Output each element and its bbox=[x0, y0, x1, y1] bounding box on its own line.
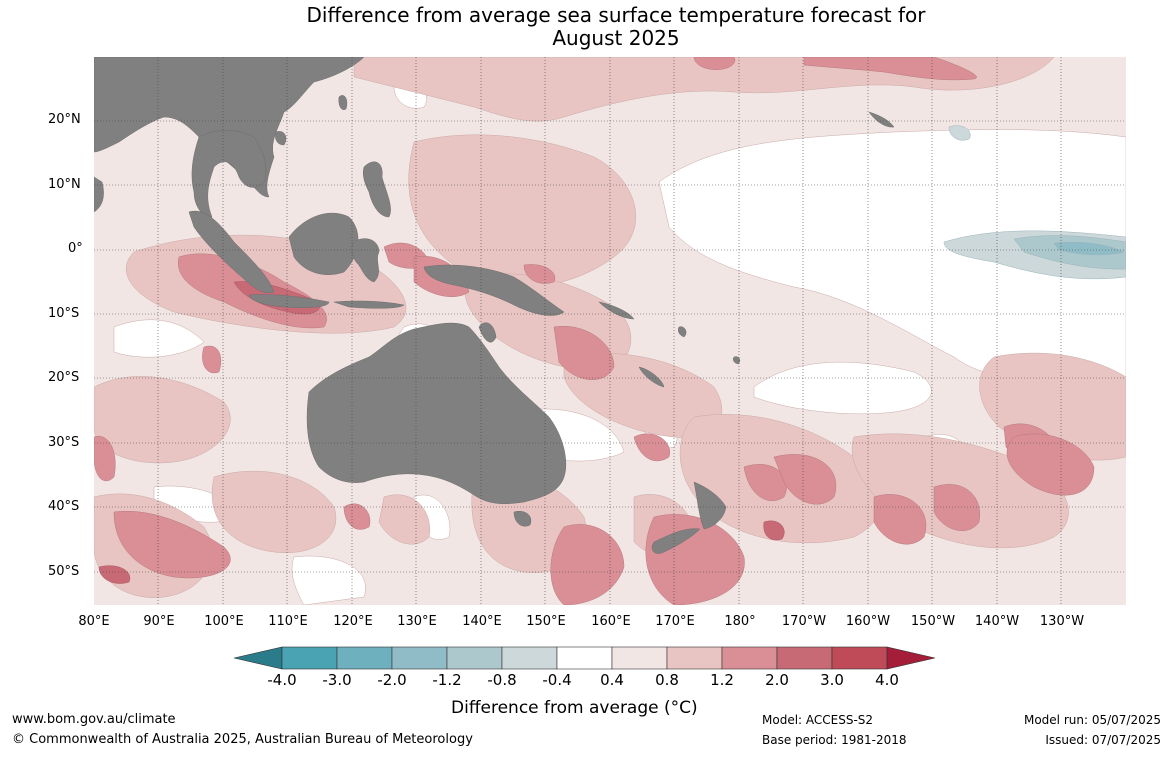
lon-label-80e: 80°E bbox=[78, 614, 110, 629]
lat-label-40s: 40°S bbox=[48, 499, 80, 514]
footer-copyright: © Commonwealth of Australia 2025, Austra… bbox=[12, 732, 473, 747]
lon-label-100e: 100°E bbox=[204, 614, 244, 629]
colorbar-tick-label: -1.2 bbox=[432, 671, 462, 689]
colorbar-label: Difference from average (°C) bbox=[451, 698, 698, 718]
colorbar-tick-label: 4.0 bbox=[875, 671, 899, 689]
lon-label-130e: 130°E bbox=[397, 614, 437, 629]
colorbar-tick-label: -4.0 bbox=[267, 671, 297, 689]
colorbar-segment bbox=[501, 646, 558, 670]
colorbar-tick-label: -2.0 bbox=[377, 671, 407, 689]
lon-label-130w: 130°W bbox=[1039, 614, 1085, 629]
lon-label-90e: 90°E bbox=[143, 614, 175, 629]
lon-label-180: 180° bbox=[724, 614, 756, 629]
map-title: Difference from average sea surface temp… bbox=[0, 4, 1173, 50]
title-line-1: Difference from average sea surface temp… bbox=[306, 3, 926, 27]
colorbar-segment bbox=[831, 646, 888, 670]
land-java bbox=[248, 294, 330, 309]
land-new-guinea bbox=[423, 264, 565, 316]
land-philippines bbox=[362, 161, 391, 218]
cool-anomaly-regions bbox=[943, 125, 1126, 280]
lon-label-150e: 150°E bbox=[526, 614, 566, 629]
lon-label-170w: 170°W bbox=[781, 614, 827, 629]
land-tasmania bbox=[513, 511, 532, 527]
lon-label-120e: 120°E bbox=[333, 614, 373, 629]
colorbar-tick-label: -3.0 bbox=[322, 671, 352, 689]
footer-url: www.bom.gov.au/climate bbox=[12, 712, 176, 727]
colorbar-segment bbox=[336, 646, 393, 670]
colorbar-extend-high bbox=[886, 646, 936, 670]
footer-model: Model: ACCESS-S2 bbox=[762, 713, 874, 727]
land-sumatra bbox=[188, 210, 275, 293]
colorbar-segment bbox=[281, 646, 338, 670]
colorbar-segment bbox=[446, 646, 503, 670]
colorbar-segment bbox=[611, 646, 668, 670]
land-nz-north bbox=[693, 481, 727, 530]
map-canvas bbox=[94, 57, 1126, 605]
colorbar-segment bbox=[391, 646, 448, 670]
lon-label-150w: 150°W bbox=[910, 614, 956, 629]
colorbar bbox=[233, 646, 936, 670]
lon-label-170e: 170°E bbox=[655, 614, 695, 629]
colorbar-segments bbox=[233, 646, 936, 670]
colorbar-segment bbox=[776, 646, 833, 670]
lat-label-20n: 20°N bbox=[48, 112, 81, 127]
title-line-2: August 2025 bbox=[552, 26, 680, 50]
colorbar-tick-label: 3.0 bbox=[820, 671, 844, 689]
colorbar-tick-label: 0.4 bbox=[600, 671, 624, 689]
colorbar-segment bbox=[666, 646, 723, 670]
lat-label-equator: 0° bbox=[68, 241, 83, 256]
colorbar-segment bbox=[721, 646, 778, 670]
lon-label-110e: 110°E bbox=[268, 614, 308, 629]
footer-model-run: Model run: 05/07/2025 bbox=[1023, 713, 1161, 727]
land-indochina bbox=[191, 130, 267, 218]
lon-label-160w: 160°W bbox=[845, 614, 891, 629]
footer-base-period: Base period: 1981-2018 bbox=[762, 733, 907, 747]
land-asia bbox=[94, 57, 365, 198]
land-masses bbox=[94, 57, 895, 554]
lat-label-20s: 20°S bbox=[48, 370, 80, 385]
lat-label-10n: 10°N bbox=[48, 177, 81, 192]
land-sulawesi bbox=[351, 238, 380, 283]
colorbar-tick-label: -0.4 bbox=[542, 671, 572, 689]
sst-anomaly-map bbox=[94, 57, 1126, 605]
lon-label-160e: 160°E bbox=[591, 614, 631, 629]
land-nz-south bbox=[651, 528, 701, 554]
lat-label-30s: 30°S bbox=[48, 435, 80, 450]
graticule bbox=[94, 57, 1126, 605]
colorbar-segment bbox=[556, 646, 613, 670]
footer-issued: Issued: 07/07/2025 bbox=[1045, 733, 1161, 747]
lat-label-10s: 10°S bbox=[48, 306, 80, 321]
colorbar-tick-label: 0.8 bbox=[655, 671, 679, 689]
lon-label-140w: 140°W bbox=[974, 614, 1020, 629]
colorbar-tick-label: -0.8 bbox=[487, 671, 517, 689]
colorbar-tick-label: 1.2 bbox=[710, 671, 734, 689]
lon-label-140e: 140°E bbox=[462, 614, 502, 629]
warm-regions bbox=[94, 57, 1095, 605]
colorbar-tick-label: 2.0 bbox=[765, 671, 789, 689]
lat-label-50s: 50°S bbox=[48, 564, 80, 579]
land-australia bbox=[306, 322, 567, 504]
colorbar-extend-low bbox=[233, 646, 283, 670]
